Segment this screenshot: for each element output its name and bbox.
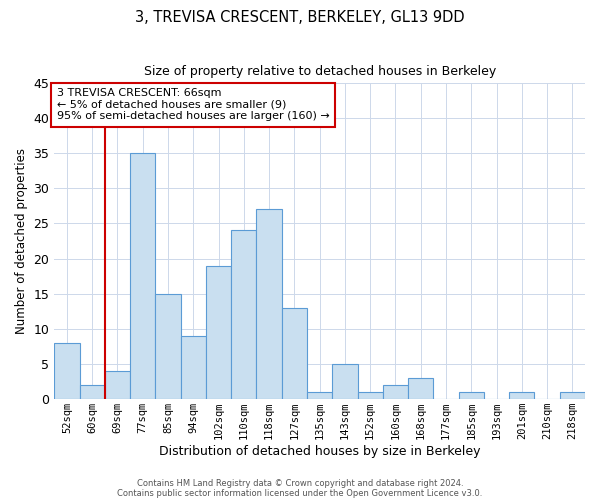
Bar: [256, 210, 282, 398]
Text: Contains public sector information licensed under the Open Government Licence v3: Contains public sector information licen…: [118, 488, 482, 498]
X-axis label: Distribution of detached houses by size in Berkeley: Distribution of detached houses by size …: [159, 444, 481, 458]
Bar: [560, 392, 585, 398]
Bar: [307, 392, 332, 398]
Bar: [206, 266, 231, 398]
Bar: [105, 370, 130, 398]
Bar: [383, 384, 408, 398]
Y-axis label: Number of detached properties: Number of detached properties: [15, 148, 28, 334]
Bar: [358, 392, 383, 398]
Text: 3 TREVISA CRESCENT: 66sqm
← 5% of detached houses are smaller (9)
95% of semi-de: 3 TREVISA CRESCENT: 66sqm ← 5% of detach…: [57, 88, 329, 122]
Bar: [155, 294, 181, 399]
Text: 3, TREVISA CRESCENT, BERKELEY, GL13 9DD: 3, TREVISA CRESCENT, BERKELEY, GL13 9DD: [135, 10, 465, 25]
Bar: [181, 336, 206, 398]
Bar: [130, 154, 155, 398]
Bar: [458, 392, 484, 398]
Bar: [54, 342, 80, 398]
Bar: [408, 378, 433, 398]
Title: Size of property relative to detached houses in Berkeley: Size of property relative to detached ho…: [143, 65, 496, 78]
Bar: [332, 364, 358, 398]
Bar: [509, 392, 535, 398]
Bar: [231, 230, 256, 398]
Text: Contains HM Land Registry data © Crown copyright and database right 2024.: Contains HM Land Registry data © Crown c…: [137, 478, 463, 488]
Bar: [80, 384, 105, 398]
Bar: [282, 308, 307, 398]
